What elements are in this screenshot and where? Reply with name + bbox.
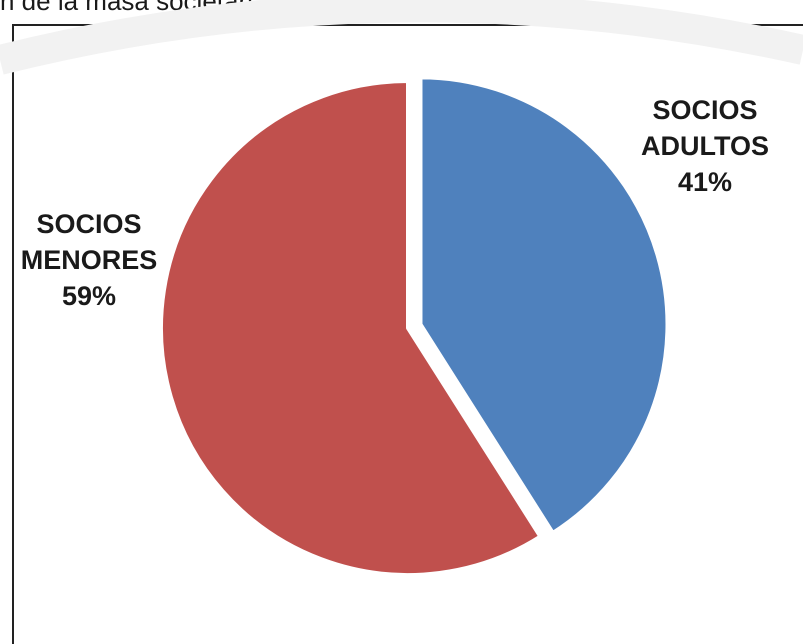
slice-label-adultos-line1: SOCIOS [652,95,758,125]
pie-slice-socios-menores [159,79,543,577]
slice-label-adultos-line2: ADULTOS [641,131,769,161]
slice-label-menores-line2: MENORES [20,245,158,275]
slice-label-adultos-pct: 41% [677,167,733,197]
pie-chart [159,75,670,577]
slice-label-menores: SOCIOS MENORES 59% [14,206,164,314]
pie-slice-socios-adultos [418,75,670,535]
slice-label-menores-line1: SOCIOS [36,209,142,239]
slice-label-menores-pct: 59% [61,281,117,311]
slice-label-adultos: SOCIOS ADULTOS 41% [630,92,780,200]
